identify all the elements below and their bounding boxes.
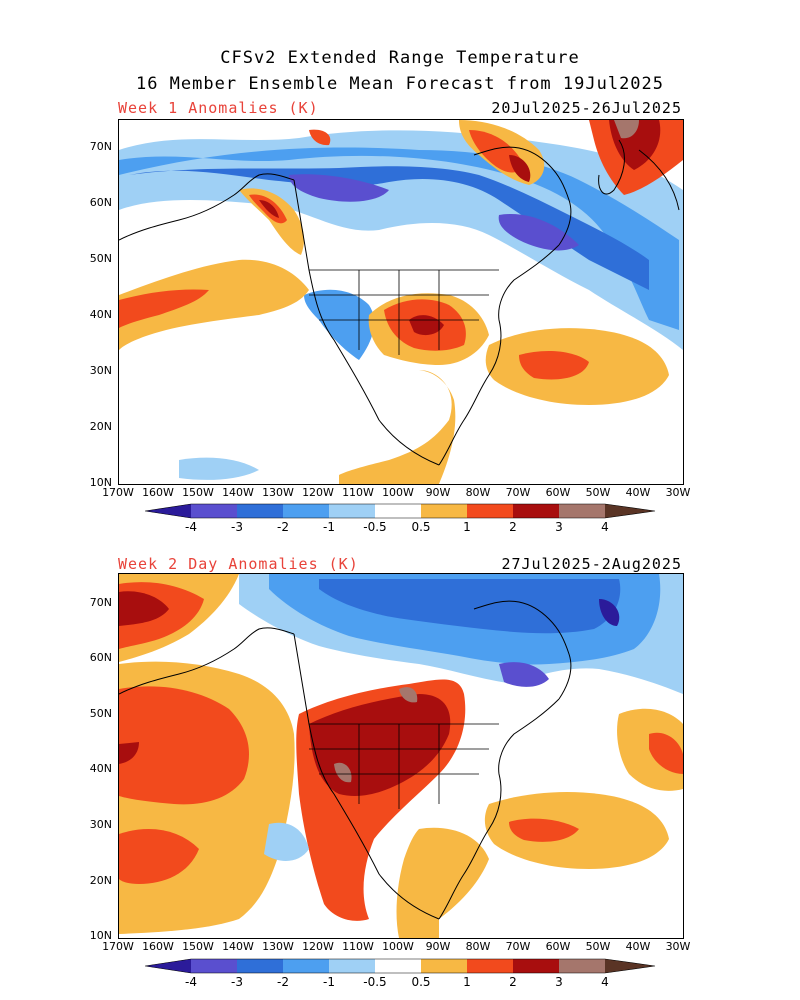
lat-label: 40N bbox=[89, 762, 112, 775]
colorbar-swatch bbox=[145, 959, 191, 973]
lat-label: 20N bbox=[89, 420, 112, 433]
colorbar-label: -0.5 bbox=[363, 520, 387, 534]
lon-label: 150W bbox=[182, 486, 214, 499]
colorbar-label: -1 bbox=[323, 975, 335, 989]
lat-label: 50N bbox=[89, 252, 112, 265]
colorbar-swatch bbox=[513, 504, 559, 518]
colorbar-label: 4 bbox=[601, 975, 609, 989]
lat-label: 10N bbox=[89, 929, 112, 942]
lon-label: 80W bbox=[465, 940, 491, 953]
panel-2-label: Week 2 Day Anomalies (K) bbox=[118, 555, 359, 573]
lat-label: 20N bbox=[89, 874, 112, 887]
lat-label: 70N bbox=[89, 596, 112, 609]
panel-2-map bbox=[118, 573, 684, 939]
colorbar-swatch bbox=[191, 959, 237, 973]
colorbar-swatch bbox=[329, 959, 375, 973]
colorbar-swatch bbox=[191, 504, 237, 518]
colorbar-label: 4 bbox=[601, 520, 609, 534]
lon-label: 80W bbox=[465, 486, 491, 499]
colorbar-label: 0.5 bbox=[411, 520, 431, 534]
colorbar-label: -3 bbox=[231, 520, 243, 534]
lon-label: 130W bbox=[262, 486, 294, 499]
lon-label: 40W bbox=[625, 940, 651, 953]
colorbar-label: -2 bbox=[277, 975, 289, 989]
lon-label: 100W bbox=[382, 940, 414, 953]
lon-label: 70W bbox=[505, 940, 531, 953]
colorbar-label: 0.5 bbox=[411, 975, 431, 989]
lon-label: 110W bbox=[342, 940, 374, 953]
colorbar-swatch bbox=[605, 959, 655, 973]
colorbar-swatch bbox=[513, 959, 559, 973]
lon-label: 60W bbox=[545, 940, 571, 953]
lon-label: 110W bbox=[342, 486, 374, 499]
lon-label: 170W bbox=[102, 940, 134, 953]
colorbar-swatch bbox=[283, 959, 329, 973]
colorbar-swatch bbox=[375, 959, 421, 973]
colorbar-label: 3 bbox=[555, 520, 563, 534]
panel-1-label: Week 1 Anomalies (K) bbox=[118, 99, 319, 117]
colorbar-swatch bbox=[375, 504, 421, 518]
lat-label: 10N bbox=[89, 476, 112, 489]
colorbar-swatch bbox=[467, 504, 513, 518]
lon-label: 140W bbox=[222, 940, 254, 953]
colorbar-swatch bbox=[559, 959, 605, 973]
colorbar-swatch bbox=[145, 504, 191, 518]
colorbar-label: -4 bbox=[185, 975, 197, 989]
colorbar-label: 3 bbox=[555, 975, 563, 989]
colorbar-label: -3 bbox=[231, 975, 243, 989]
lat-label: 60N bbox=[89, 196, 112, 209]
colorbar-label: -4 bbox=[185, 520, 197, 534]
colorbar-swatch bbox=[559, 504, 605, 518]
lon-label: 120W bbox=[302, 486, 334, 499]
colorbar-swatch bbox=[421, 504, 467, 518]
colorbar-swatch bbox=[467, 959, 513, 973]
lat-label: 40N bbox=[89, 308, 112, 321]
lon-label: 140W bbox=[222, 486, 254, 499]
lon-label: 50W bbox=[585, 486, 611, 499]
lon-label: 120W bbox=[302, 940, 334, 953]
lon-label: 160W bbox=[142, 486, 174, 499]
colorbar-swatch bbox=[283, 504, 329, 518]
lon-label: 90W bbox=[425, 486, 451, 499]
lat-label: 30N bbox=[89, 364, 112, 377]
lat-label: 60N bbox=[89, 651, 112, 664]
lon-label: 40W bbox=[625, 486, 651, 499]
lon-label: 100W bbox=[382, 486, 414, 499]
colorbar-swatch bbox=[329, 504, 375, 518]
colorbar-label: -2 bbox=[277, 520, 289, 534]
colorbar-swatch bbox=[605, 504, 655, 518]
lon-label: 160W bbox=[142, 940, 174, 953]
colorbar-swatch bbox=[421, 959, 467, 973]
lon-label: 70W bbox=[505, 486, 531, 499]
chart-title-line1: CFSv2 Extended Range Temperature bbox=[220, 48, 580, 68]
colorbar-label: -0.5 bbox=[363, 975, 387, 989]
panel-1-dates: 20Jul2025-26Jul2025 bbox=[491, 99, 682, 117]
lon-label: 30W bbox=[665, 486, 691, 499]
colorbar-label: 2 bbox=[509, 520, 517, 534]
colorbar-2 bbox=[145, 958, 656, 974]
lat-label: 70N bbox=[89, 140, 112, 153]
lon-label: 170W bbox=[102, 486, 134, 499]
colorbar-swatch bbox=[237, 959, 283, 973]
colorbar-label: -1 bbox=[323, 520, 335, 534]
panel-2-dates: 27Jul2025-2Aug2025 bbox=[501, 555, 682, 573]
lon-label: 60W bbox=[545, 486, 571, 499]
panel-1-map bbox=[118, 119, 684, 485]
lat-label: 30N bbox=[89, 818, 112, 831]
lat-label: 50N bbox=[89, 707, 112, 720]
lon-label: 50W bbox=[585, 940, 611, 953]
lon-label: 150W bbox=[182, 940, 214, 953]
lon-label: 90W bbox=[425, 940, 451, 953]
colorbar-swatch bbox=[237, 504, 283, 518]
colorbar-1 bbox=[145, 503, 656, 519]
colorbar-label: 2 bbox=[509, 975, 517, 989]
colorbar-label: 1 bbox=[463, 975, 471, 989]
colorbar-label: 1 bbox=[463, 520, 471, 534]
lon-label: 130W bbox=[262, 940, 294, 953]
lon-label: 30W bbox=[665, 940, 691, 953]
chart-title-line2: 16 Member Ensemble Mean Forecast from 19… bbox=[135, 74, 665, 94]
